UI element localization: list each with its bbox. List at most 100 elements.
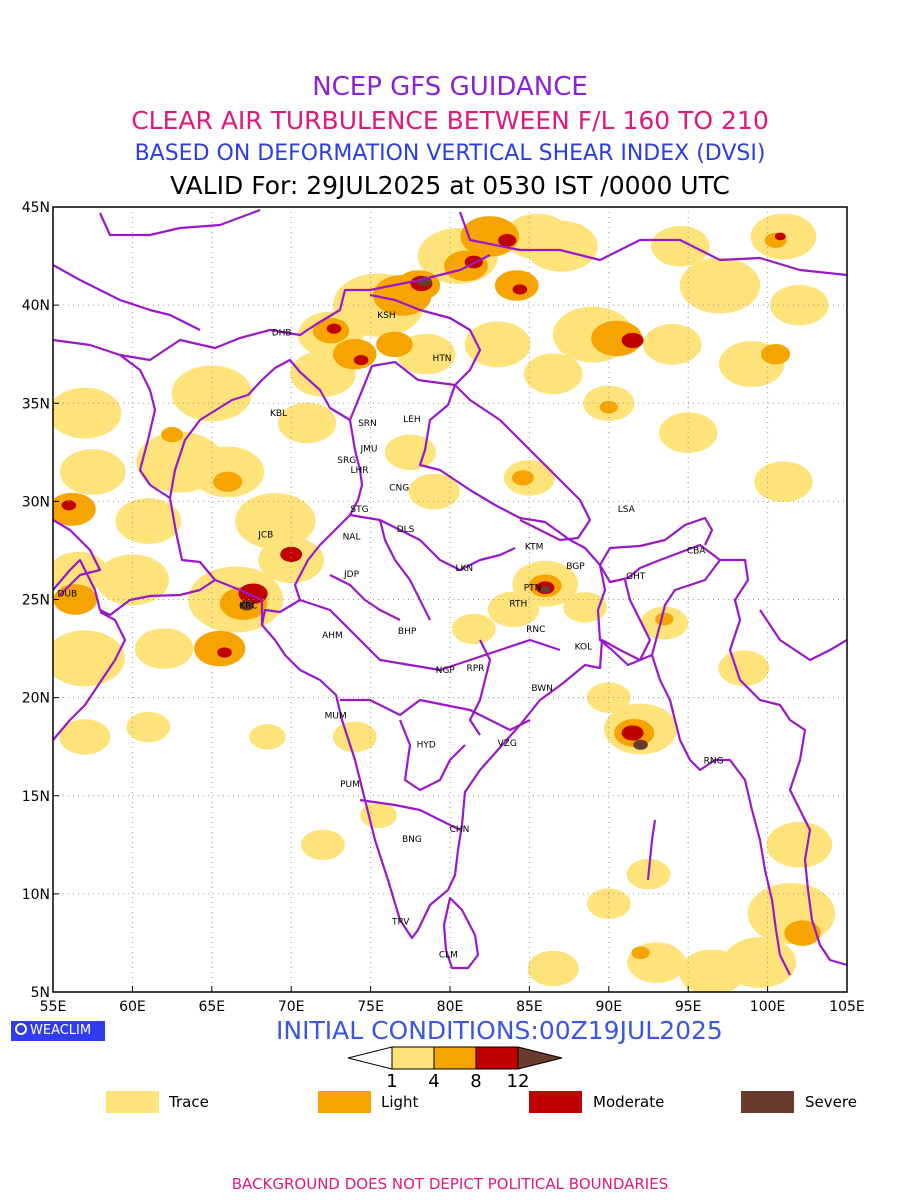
station-label-ktm: KTM (525, 543, 543, 553)
oman (53, 611, 127, 741)
x-tick-label: 75E (357, 999, 384, 1015)
scale-moderate (475, 1046, 519, 1070)
turbulence-area-trace (651, 225, 710, 267)
turbulence-area-moderate (498, 234, 517, 247)
andaman-islands (646, 819, 657, 881)
legend-label-severe: Severe (805, 1093, 857, 1111)
turbulence-area-light (376, 331, 413, 358)
scale-trace (391, 1046, 435, 1070)
station-label-chn: CHN (450, 825, 470, 835)
turbulence-area-trace (679, 257, 761, 314)
station-label-lhr: LHR (350, 466, 368, 476)
india-states-8 (329, 574, 401, 621)
x-tick-label: 65E (198, 999, 225, 1015)
station-label-krc: KRC (239, 601, 257, 611)
turbulence-area-trace (384, 434, 436, 471)
indochina (799, 809, 847, 967)
turbulence-area-trace (95, 554, 169, 606)
turbulence-area-trace (126, 711, 171, 743)
station-label-ahm: AHM (322, 631, 343, 641)
turbulence-area-trace (53, 387, 122, 439)
legend-swatch-moderate (529, 1091, 582, 1113)
weaclim-text: WEACLIM (30, 1023, 92, 1038)
station-label-dhb: DHB (272, 329, 292, 339)
station-label-clm: CLM (439, 951, 458, 961)
x-axis-ticks: 55E 60E 65E 70E 75E 80E 85E 90E 95E 100E 105E (40, 986, 865, 1015)
coastline-boundaries (53, 208, 847, 976)
turbulence-area-trace (754, 461, 813, 503)
iran-afghanistan-border (53, 338, 171, 499)
y-tick-label: 45N (22, 200, 50, 216)
station-label-bhp: BHP (398, 627, 417, 637)
station-label-stg: STG (350, 505, 368, 515)
china-south (759, 609, 847, 662)
station-label-leh: LEH (403, 415, 420, 425)
turbulence-area-trace (249, 724, 286, 750)
turbulence-area-trace (408, 473, 460, 510)
station-label-lkn: LKN (455, 564, 473, 574)
station-label-rpr: RPR (466, 664, 484, 674)
afghanistan-north (119, 324, 316, 362)
india-states-5 (398, 719, 466, 792)
y-tick-label: 5N (31, 985, 50, 1001)
x-tick-label: 95E (675, 999, 702, 1015)
scale-arrow-left (347, 1046, 393, 1070)
title-product: CLEAR AIR TURBULENCE BETWEEN F/L 160 TO … (131, 106, 769, 135)
turbulence-area-moderate (217, 647, 232, 658)
turbulence-area-trace (527, 950, 579, 987)
station-label-srn: SRN (358, 419, 377, 429)
turbulence-area-trace (563, 592, 607, 623)
turbulence-map: 55E 60E 65E 70E 75E 80E 85E 90E 95E 100E 105E 5N 10… (22, 200, 865, 1015)
x-tick-label: 105E (829, 999, 865, 1015)
station-label-ksh: KSH (377, 311, 395, 321)
x-tick-label: 100E (750, 999, 786, 1015)
x-tick-label: 60E (119, 999, 146, 1015)
y-tick-label: 35N (22, 396, 50, 412)
scale-threshold-12: 12 (507, 1071, 530, 1090)
station-label-dls: DLS (397, 525, 415, 535)
turbulence-area-light (194, 630, 246, 667)
station-label-trv: TRV (391, 917, 410, 927)
station-label-bgp: BGP (566, 562, 585, 572)
turbulence-area-trace (277, 402, 337, 444)
station-label-bwn: BWN (531, 684, 553, 694)
y-tick-label: 25N (22, 593, 50, 609)
y-tick-label: 10N (22, 887, 50, 903)
legend-swatch-trace (106, 1091, 159, 1113)
station-label-pum: PUM (340, 780, 360, 790)
turbulence-area-light (631, 946, 650, 960)
turbulence-area-trace (487, 591, 540, 628)
myanmar-east (720, 558, 807, 811)
station-label-hyd: HYD (417, 741, 436, 751)
turbulence-area-moderate (61, 500, 77, 511)
station-label-cng: CNG (389, 484, 409, 494)
station-label-ght: GHT (626, 572, 646, 582)
map-frame (52, 206, 848, 993)
turbulence-area-trace (332, 721, 377, 753)
bangladesh (596, 564, 652, 667)
station-label-jmu: JMU (360, 444, 378, 454)
turbulence-area-light (213, 471, 243, 492)
station-label-cba: CBA (687, 546, 706, 556)
title-index: BASED ON DEFORMATION VERTICAL SHEAR INDE… (134, 141, 766, 166)
arabia-coast (53, 558, 216, 617)
turbulence-area-moderate (326, 323, 342, 334)
turbulence-area-moderate (774, 232, 786, 241)
y-tick-label: 15N (22, 789, 50, 805)
legend-swatch-light (318, 1091, 371, 1113)
turbulence-area-light (784, 920, 821, 946)
station-label-dub: DUB (57, 590, 77, 600)
initial-conditions: INITIAL CONDITIONS:00Z19JUL2025 (276, 1016, 723, 1045)
y-tick-label: 40N (22, 298, 50, 314)
turbulence-area-trace (301, 829, 345, 861)
weaclim-logo-icon (15, 1023, 27, 1035)
india-states-4 (359, 798, 461, 831)
turbulence-area-light (512, 470, 535, 486)
y-axis-ticks: 5N 10N 15N 20N 25N 30N 35N 40N 45N (22, 200, 59, 1001)
turbulence-area-moderate (621, 725, 644, 741)
turbulence-area-trace (134, 628, 194, 669)
scale-threshold-1: 1 (386, 1071, 397, 1090)
x-tick-label: 70E (278, 999, 305, 1015)
gulf-coast (53, 519, 102, 596)
